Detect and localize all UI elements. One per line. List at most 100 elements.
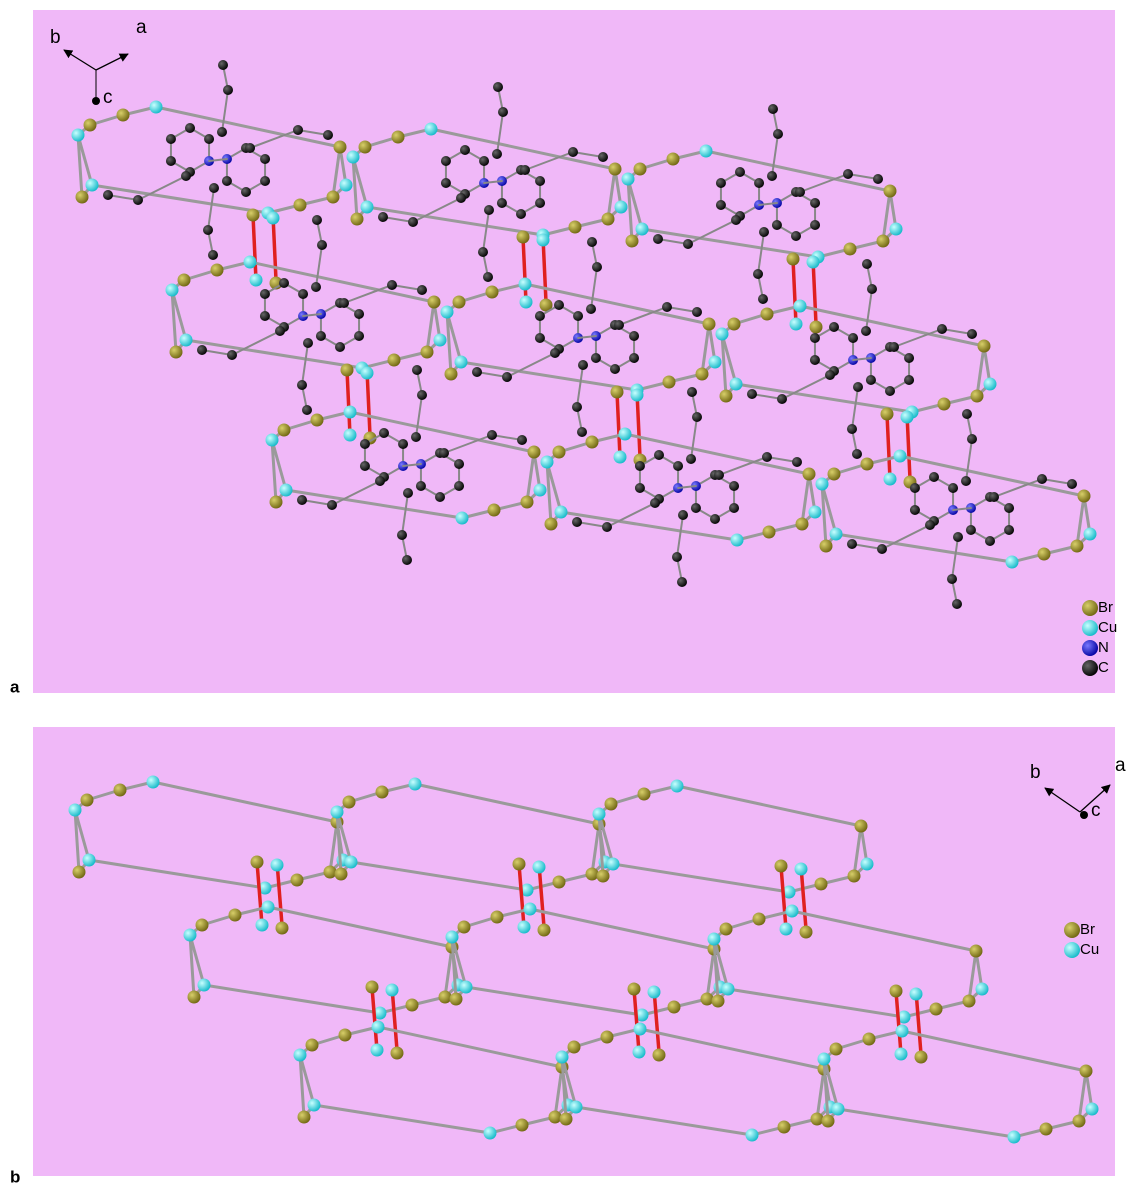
atom (406, 999, 419, 1012)
atom (250, 274, 263, 287)
atom (629, 331, 639, 341)
atom (545, 518, 558, 531)
atom (178, 274, 191, 287)
axis-label: a (1115, 755, 1126, 776)
atom (275, 326, 285, 336)
atom (209, 183, 219, 193)
atom (388, 354, 401, 367)
atom (280, 484, 293, 497)
atom (84, 119, 97, 132)
atom (720, 390, 733, 403)
atom (587, 237, 597, 247)
atom (76, 191, 89, 204)
atom (754, 178, 764, 188)
page: {"panels": [ {"label": "a", "axes": {"a"… (0, 0, 1130, 1187)
atom (360, 439, 370, 449)
atom (967, 434, 977, 444)
atom (634, 163, 647, 176)
atom (517, 435, 527, 445)
atom (491, 911, 504, 924)
atom (260, 289, 270, 299)
atom (460, 981, 473, 994)
atom (327, 500, 337, 510)
atom (1038, 548, 1051, 561)
atom (276, 922, 289, 935)
atom (852, 449, 862, 459)
atom (753, 913, 766, 926)
atom (830, 1043, 843, 1056)
atom (554, 300, 564, 310)
atom (938, 398, 951, 411)
atom (989, 492, 999, 502)
atom (847, 424, 857, 434)
atom (828, 468, 841, 481)
atom (948, 483, 958, 493)
atom (768, 104, 778, 114)
atom (671, 780, 684, 793)
axis-label: b (1030, 762, 1041, 783)
atom (767, 171, 777, 181)
atom (773, 129, 783, 139)
atom (416, 481, 426, 491)
atom (829, 322, 839, 332)
legend-label: Br (1080, 921, 1095, 938)
atom (672, 552, 682, 562)
atom (375, 476, 385, 486)
atom (378, 212, 388, 222)
atom (166, 156, 176, 166)
atom (648, 986, 661, 999)
atom (446, 931, 459, 944)
atom (953, 532, 963, 542)
atom (487, 430, 497, 440)
atom (417, 390, 427, 400)
atom (483, 272, 493, 282)
atom (441, 178, 451, 188)
atom (409, 778, 422, 791)
atom (520, 165, 530, 175)
atom (528, 446, 541, 459)
atom (691, 503, 701, 513)
atom (712, 995, 725, 1008)
atom (354, 331, 364, 341)
atom (615, 201, 628, 214)
atom (780, 923, 793, 936)
atom (260, 176, 270, 186)
atom (746, 1129, 759, 1142)
atom (877, 235, 890, 248)
atom (311, 414, 324, 427)
atom (560, 1113, 573, 1126)
atom (753, 269, 763, 279)
atom (820, 540, 833, 553)
atom (366, 981, 379, 994)
atom (970, 945, 983, 958)
atom (535, 333, 545, 343)
atom (184, 929, 197, 942)
atom (890, 223, 903, 236)
atom (729, 503, 739, 513)
atom (761, 308, 774, 321)
atom (181, 171, 191, 181)
atom (722, 983, 735, 996)
atom (267, 212, 280, 225)
atom (866, 375, 876, 385)
atom (441, 306, 454, 319)
atom (654, 450, 664, 460)
atom (663, 376, 676, 389)
atom (166, 134, 176, 144)
atom (967, 329, 977, 339)
atom (1082, 640, 1098, 656)
legend-label: Cu (1080, 941, 1099, 958)
atom (803, 468, 816, 481)
atom (211, 264, 224, 277)
atom (260, 154, 270, 164)
atom (412, 365, 422, 375)
atom (586, 436, 599, 449)
atom (1071, 540, 1084, 553)
atom (294, 1049, 307, 1062)
atom (692, 307, 702, 317)
atom (731, 215, 741, 225)
atom (303, 338, 313, 348)
atom (1008, 1131, 1021, 1144)
atom (241, 187, 251, 197)
atom (317, 240, 327, 250)
